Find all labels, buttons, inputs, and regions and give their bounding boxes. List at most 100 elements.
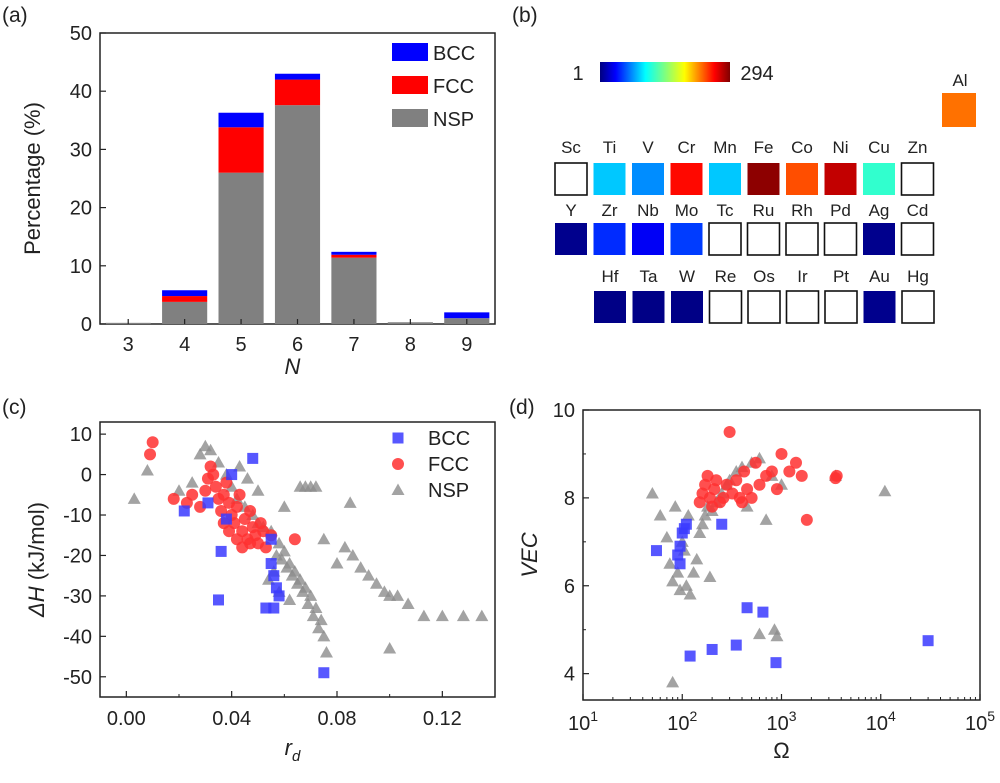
- element-label-re: Re: [715, 267, 737, 286]
- point-fcc: [736, 496, 749, 509]
- point-nsp: [770, 629, 784, 642]
- point-nsp: [663, 557, 677, 569]
- element-cell-rh: [785, 222, 819, 256]
- point-nsp: [703, 570, 717, 582]
- element-label-au: Au: [869, 267, 890, 286]
- point-nsp: [759, 513, 773, 525]
- y-tick-label: 30: [70, 139, 92, 161]
- bar-fcc-4: [162, 296, 208, 302]
- point-nsp: [172, 484, 186, 496]
- point-fcc: [800, 513, 813, 526]
- legend-label-fcc: FCC: [428, 454, 469, 476]
- point-bcc: [674, 540, 686, 552]
- point-fcc: [186, 488, 199, 501]
- y-tick-label: 10: [553, 400, 575, 422]
- bar-bcc-4: [162, 290, 208, 297]
- x-tick-label: 4: [179, 334, 190, 356]
- point-fcc: [207, 468, 220, 481]
- point-fcc: [770, 483, 783, 496]
- y-tick-label: 10: [70, 424, 92, 446]
- x-tick-base: 10: [866, 713, 888, 735]
- element-cell-mn: [709, 163, 741, 195]
- point-fcc: [233, 488, 246, 501]
- x-tick-label: 0.12: [423, 708, 462, 730]
- point-nsp: [740, 500, 754, 512]
- point-nsp: [309, 601, 323, 614]
- element-label-cd: Cd: [907, 201, 929, 220]
- point-fcc: [720, 478, 733, 491]
- x-tick-base: 10: [766, 713, 788, 735]
- element-label-ni: Ni: [832, 138, 848, 157]
- point-fcc: [723, 425, 736, 438]
- element-label-fe: Fe: [754, 138, 774, 157]
- point-fcc: [745, 491, 758, 504]
- element-label-cr: Cr: [678, 138, 696, 157]
- y-tick-label: 10: [70, 256, 92, 278]
- panel-label-b: (b): [512, 4, 538, 27]
- point-bcc: [672, 549, 684, 561]
- colorbar: [600, 62, 730, 82]
- point-nsp: [317, 532, 331, 545]
- element-label-nb: Nb: [637, 201, 659, 220]
- point-nsp: [204, 443, 218, 456]
- y-tick-label: -20: [63, 545, 92, 567]
- point-nsp: [330, 557, 344, 569]
- point-fcc: [738, 465, 751, 478]
- x-tick-label: 0.00: [107, 708, 146, 730]
- point-nsp: [193, 447, 207, 460]
- point-nsp: [291, 577, 304, 589]
- point-nsp: [690, 552, 704, 565]
- bar-bcc-5: [218, 112, 264, 128]
- point-fcc: [753, 478, 766, 491]
- x-tick-label: 7: [348, 334, 359, 356]
- legend-label-bcc: BCC: [433, 43, 475, 65]
- point-nsp: [285, 569, 299, 581]
- point-bcc: [706, 643, 718, 655]
- point-fcc: [288, 533, 301, 546]
- point-bcc: [260, 602, 272, 614]
- bar-nsp-7: [331, 257, 377, 324]
- point-fcc: [146, 436, 159, 449]
- y-axis-title: VEC: [517, 532, 542, 577]
- point-nsp: [696, 517, 710, 530]
- element-cell-au: [863, 291, 896, 323]
- legend-marker-fcc: [392, 458, 404, 470]
- point-nsp: [277, 544, 291, 557]
- bar-bcc-6: [274, 73, 321, 80]
- bar-fcc-6: [274, 79, 321, 106]
- point-nsp: [456, 609, 470, 622]
- point-nsp: [370, 577, 383, 589]
- element-cell-cr: [670, 163, 703, 195]
- point-fcc: [209, 480, 222, 493]
- point-nsp: [317, 629, 331, 642]
- x-axis-title: rd: [285, 735, 301, 765]
- point-nsp: [343, 496, 357, 508]
- element-cell-y: [555, 223, 587, 255]
- point-fcc: [749, 456, 762, 469]
- point-nsp: [346, 548, 360, 561]
- point-nsp: [417, 609, 431, 622]
- point-nsp: [225, 480, 239, 492]
- x-tick-exponent: 5: [987, 708, 995, 724]
- bar-nsp-4: [162, 301, 208, 324]
- y-tick-label: -40: [63, 626, 92, 648]
- y-tick-label: -30: [63, 586, 92, 608]
- legend-marker-bcc: [392, 432, 404, 444]
- element-cell-hf: [594, 291, 626, 323]
- element-label-cu: Cu: [868, 138, 890, 157]
- element-cell-tc: [708, 222, 742, 256]
- x-axis-title-subscript: d: [292, 748, 301, 765]
- x-tick-base: 10: [568, 713, 590, 735]
- element-cell-co: [786, 163, 818, 195]
- point-nsp: [338, 540, 352, 553]
- point-nsp: [272, 536, 286, 549]
- point-nsp: [309, 480, 323, 492]
- element-label-hg: Hg: [907, 267, 929, 286]
- point-bcc: [265, 533, 277, 545]
- element-label-ta: Ta: [640, 267, 659, 286]
- legend-swatch-bcc: [392, 43, 428, 61]
- point-bcc: [922, 635, 934, 647]
- element-cell-ru: [746, 222, 781, 256]
- point-bcc: [680, 518, 692, 530]
- x-tick-base: 10: [667, 713, 689, 735]
